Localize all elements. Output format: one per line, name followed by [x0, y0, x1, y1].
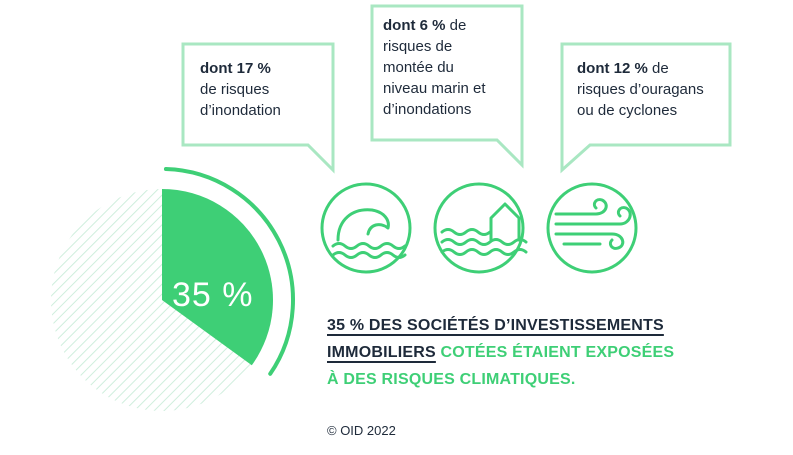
headline-part-1: 35 % DES SOCIÉTÉS D’INVESTISSEMENTS	[327, 317, 664, 334]
callout-1-line-2: d’inondation	[200, 102, 281, 119]
wind-icon	[546, 182, 638, 274]
wave-icon	[320, 182, 412, 274]
callout-2-percent: dont 6 %	[383, 17, 446, 34]
callout-1-percent: dont 17 %	[200, 60, 271, 77]
headline-part-2: IMMOBILIERS	[327, 344, 436, 361]
house-water-icon	[433, 182, 528, 274]
callout-2-suffix: de	[445, 17, 467, 34]
callout-3-suffix: de	[647, 60, 669, 77]
pie-slice-label: 35 %	[172, 276, 254, 314]
callout-bubble-2	[370, 4, 524, 169]
callout-text-2: dont 6 % de risques de montée du niveau …	[383, 15, 513, 120]
headline-part-4: À DES RISQUES CLIMATIQUES.	[327, 371, 576, 388]
callout-1-line-1: de risques	[200, 81, 270, 98]
callout-2-line-4: d’inondations	[383, 101, 472, 118]
pie-slice-highlight	[162, 189, 273, 366]
callout-text-1: dont 17 % de risques d’inondation	[200, 58, 320, 121]
callout-bubble-1	[181, 42, 335, 174]
pie-chart	[51, 167, 295, 411]
callout-bubble-3	[560, 42, 732, 174]
callout-3-line-1: risques d’ouragans	[577, 81, 704, 98]
pie-outer-arc	[163, 167, 295, 376]
headline: 35 % DES SOCIÉTÉS D’INVESTISSEMENTS IMMO…	[327, 312, 747, 393]
callout-2-line-2: montée du	[383, 59, 454, 76]
headline-part-3: COTÉES ÉTAIENT EXPOSÉES	[435, 344, 675, 361]
callout-2-line-1: risques de	[383, 38, 453, 55]
callout-3-percent: dont 12 %	[577, 60, 648, 77]
callout-3-line-2: ou de cyclones	[577, 102, 678, 119]
callout-2-line-3: niveau marin et	[383, 80, 486, 97]
copyright-credit: © OID 2022	[327, 423, 396, 438]
callout-text-3: dont 12 % de risques d’ouragans ou de cy…	[577, 58, 727, 121]
